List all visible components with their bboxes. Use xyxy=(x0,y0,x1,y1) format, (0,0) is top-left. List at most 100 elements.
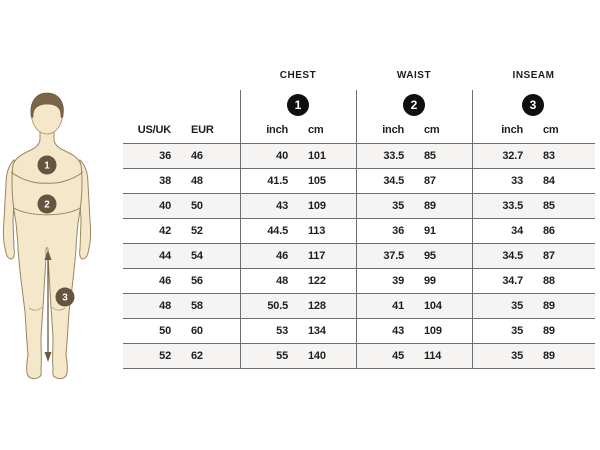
cell: 104 xyxy=(424,300,442,312)
cell: 46 xyxy=(159,275,171,287)
column-group-label-chest: CHEST xyxy=(279,70,317,81)
cell: 35 xyxy=(392,200,404,212)
cell: 44 xyxy=(159,250,171,262)
cell: 39 xyxy=(392,275,404,287)
col-header-waist-cm: cm xyxy=(424,124,440,136)
chest-measure-line xyxy=(10,171,84,184)
inseam-arrow xyxy=(44,250,52,362)
cell: 48 xyxy=(276,275,288,287)
size-row: 42 52 44.5 113 36 91 34 86 xyxy=(123,218,595,243)
figure-hair xyxy=(30,92,64,119)
figure-body xyxy=(11,127,83,380)
column-group-label-inseam: INSEAM xyxy=(512,70,555,81)
cell: 62 xyxy=(191,350,203,362)
cell: 52 xyxy=(191,225,203,237)
cell: 40 xyxy=(159,200,171,212)
size-row: 50 60 53 134 43 109 35 89 xyxy=(123,318,595,343)
col-header-usuk: US/UK xyxy=(137,124,171,136)
cell: 36 xyxy=(159,150,171,162)
cell: 88 xyxy=(543,275,555,287)
cell: 84 xyxy=(543,175,555,187)
cell: 48 xyxy=(159,300,171,312)
size-row: 40 50 43 109 35 89 33.5 85 xyxy=(123,193,595,218)
subheader-row: US/UK EUR inch cm inch cm inch cm xyxy=(123,117,595,143)
cell: 41.5 xyxy=(267,175,288,187)
cell: 33.5 xyxy=(502,200,523,212)
size-chart-table: CHEST WAIST INSEAM 1 2 3 US/UK EUR inch … xyxy=(123,65,595,370)
cell: 114 xyxy=(424,350,442,362)
cell: 35 xyxy=(511,350,523,362)
table-body: 36 46 40 101 33.5 85 32.7 83 38 48 41.5 105 34.5 87 3… xyxy=(123,143,595,369)
figure-panel: 1 2 3 xyxy=(0,60,120,390)
cell: 122 xyxy=(308,275,326,287)
size-row: 36 46 40 101 33.5 85 32.7 83 xyxy=(123,143,595,168)
cell: 33 xyxy=(511,175,523,187)
cell: 87 xyxy=(424,175,436,187)
cell: 117 xyxy=(308,250,326,262)
cell: 34 xyxy=(511,225,523,237)
cell: 35 xyxy=(511,300,523,312)
cell: 86 xyxy=(543,225,555,237)
size-row: 46 56 48 122 39 99 34.7 88 xyxy=(123,268,595,293)
cell: 55 xyxy=(276,350,288,362)
cell: 91 xyxy=(424,225,436,237)
cell: 85 xyxy=(543,200,555,212)
cell: 58 xyxy=(191,300,203,312)
chest-number-badge: 1 xyxy=(287,94,309,116)
col-header-inseam-inch: inch xyxy=(501,124,523,136)
cell: 52 xyxy=(159,350,171,362)
col-header-chest-inch: inch xyxy=(266,124,288,136)
size-row: 38 48 41.5 105 34.5 87 33 84 xyxy=(123,168,595,193)
column-divider xyxy=(240,90,241,369)
cell: 34.5 xyxy=(502,250,523,262)
body-measurement-figure: 1 2 3 xyxy=(2,92,92,380)
cell: 44.5 xyxy=(267,225,288,237)
cell: 128 xyxy=(308,300,326,312)
cell: 109 xyxy=(308,200,326,212)
figure-inseam-badge: 3 xyxy=(55,287,75,307)
cell: 33.5 xyxy=(383,150,404,162)
col-header-waist-inch: inch xyxy=(382,124,404,136)
cell: 85 xyxy=(424,150,436,162)
cell: 42 xyxy=(159,225,171,237)
waist-number-badge: 2 xyxy=(403,94,425,116)
cell: 46 xyxy=(276,250,288,262)
figure-chest-badge: 1 xyxy=(37,155,57,175)
cell: 34.7 xyxy=(502,275,523,287)
cell: 32.7 xyxy=(502,150,523,162)
cell: 89 xyxy=(424,200,436,212)
cell: 45 xyxy=(392,350,404,362)
cell: 95 xyxy=(424,250,436,262)
size-row: 44 54 46 117 37.5 95 34.5 87 xyxy=(123,243,595,268)
column-divider xyxy=(356,90,357,369)
cell: 41 xyxy=(392,300,404,312)
cell: 54 xyxy=(191,250,203,262)
size-row: 52 62 55 140 45 114 35 89 xyxy=(123,343,595,369)
inseam-number-badge: 3 xyxy=(522,94,544,116)
cell: 50 xyxy=(159,325,171,337)
cell: 48 xyxy=(191,175,203,187)
cell: 56 xyxy=(191,275,203,287)
cell: 87 xyxy=(543,250,555,262)
cell: 99 xyxy=(424,275,436,287)
cell: 101 xyxy=(308,150,326,162)
cell: 37.5 xyxy=(383,250,404,262)
cell: 140 xyxy=(308,350,326,362)
cell: 34.5 xyxy=(383,175,404,187)
cell: 43 xyxy=(276,200,288,212)
size-row: 48 58 50.5 128 41 104 35 89 xyxy=(123,293,595,318)
cell: 109 xyxy=(424,325,442,337)
figure-chest-badge-number: 1 xyxy=(44,161,50,172)
figure-waist-badge: 2 xyxy=(37,194,57,214)
column-divider xyxy=(472,90,473,369)
col-header-chest-cm: cm xyxy=(308,124,324,136)
cell: 50.5 xyxy=(267,300,288,312)
cell: 38 xyxy=(159,175,171,187)
cell: 40 xyxy=(276,150,288,162)
cell: 60 xyxy=(191,325,203,337)
knee-contours xyxy=(28,306,66,311)
cell: 53 xyxy=(276,325,288,337)
cell: 89 xyxy=(543,350,555,362)
col-header-inseam-cm: cm xyxy=(543,124,559,136)
figure-waist-badge-number: 2 xyxy=(44,200,50,211)
